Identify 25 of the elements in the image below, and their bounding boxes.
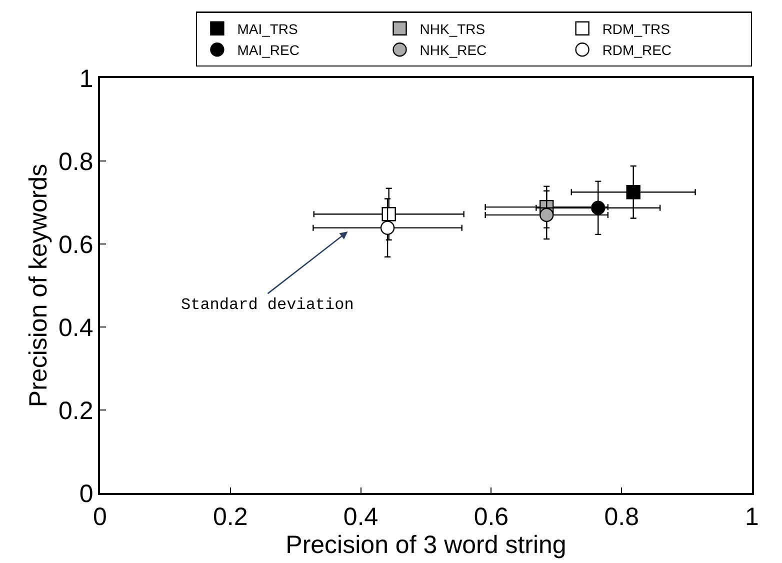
x-tick-label: 0.8 (604, 502, 639, 531)
x-tick-label: 1 (745, 502, 759, 531)
x-tick-label: 0.4 (343, 502, 378, 531)
x-axis-title: Precision of 3 word string (286, 530, 566, 559)
point (626, 185, 640, 200)
legend-label: RDM_REC (602, 42, 672, 58)
legend-label: MAI_TRS (237, 20, 298, 37)
point (382, 207, 396, 222)
y-tick-label: 0.6 (58, 230, 94, 259)
annotation: Standard deviation (181, 296, 354, 314)
legend-label: NHK_REC (420, 42, 487, 58)
point (380, 220, 395, 235)
y-tick-label: 0.2 (58, 396, 94, 425)
y-axis-title: Precision of keywords (24, 164, 53, 408)
y-tick-label: 1 (79, 64, 94, 93)
legend-label: RDM_TRS (602, 20, 670, 37)
legend-label: NHK_TRS (420, 20, 486, 37)
point (540, 208, 554, 222)
point (591, 200, 606, 215)
x-tick-label: 0.2 (213, 502, 248, 531)
legend-label: MAI_REC (237, 42, 300, 58)
y-tick-label: 0.8 (58, 148, 94, 176)
x-tick-label: 0.6 (474, 502, 509, 531)
y-tick-label: 0.4 (58, 314, 94, 342)
y-tick-label: 0 (79, 480, 94, 508)
